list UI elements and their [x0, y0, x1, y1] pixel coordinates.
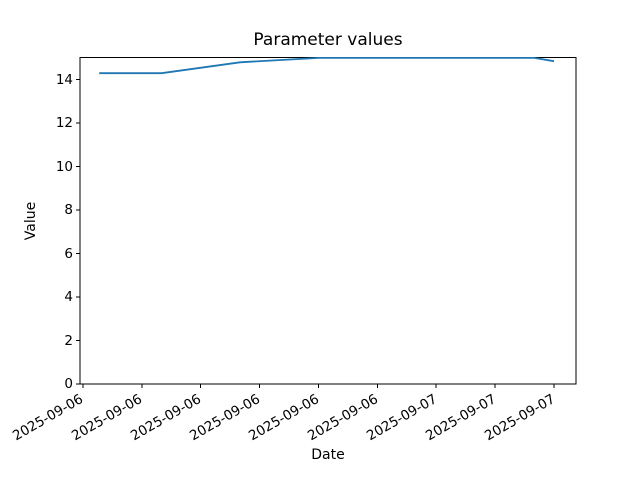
y-tick-label: 0 — [64, 376, 73, 392]
x-axis-label: Date — [311, 447, 345, 463]
y-tick-label: 4 — [64, 289, 73, 306]
y-tick-label: 10 — [55, 158, 73, 175]
y-tick-label: 2 — [64, 332, 73, 349]
y-tick-label: 8 — [64, 202, 73, 219]
y-axis-label: Value — [23, 201, 39, 241]
y-tick-label: 6 — [64, 245, 73, 262]
y-tick-label: 12 — [55, 115, 73, 132]
chart-title: Parameter values — [253, 30, 403, 50]
data-line — [99, 57, 555, 75]
y-tick-label: 14 — [55, 71, 73, 88]
axes-frame — [79, 57, 577, 385]
